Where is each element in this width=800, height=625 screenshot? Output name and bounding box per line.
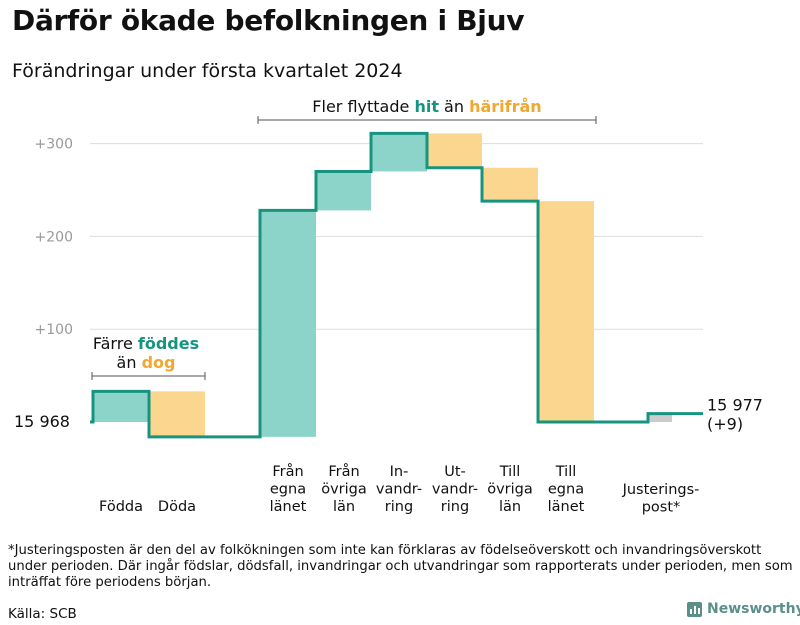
annotation-migration: Fler flyttade hit än härifrån xyxy=(312,97,541,116)
category-label: Från xyxy=(328,463,359,480)
brand-logo[interactable]: Newsworthy xyxy=(687,601,800,617)
category-label: övriga xyxy=(321,482,367,498)
annotation-births: Färre föddes xyxy=(93,334,199,353)
category-label: Justerings- xyxy=(622,482,700,498)
category-label: Från xyxy=(272,463,303,480)
waterfall-bar xyxy=(316,171,371,211)
category-label: län xyxy=(333,499,355,515)
y-tick-label: +300 xyxy=(35,137,73,153)
waterfall-bar xyxy=(427,133,482,168)
category-label: post* xyxy=(642,500,681,516)
waterfall-bar xyxy=(149,391,205,437)
category-label: Ut- xyxy=(444,464,466,480)
category-label: Till xyxy=(555,464,577,480)
y-tick-label: +200 xyxy=(35,229,73,245)
brand-name: Newsworthy xyxy=(707,601,800,617)
category-label: Döda xyxy=(158,499,196,515)
category-label: ring xyxy=(385,499,413,515)
category-label: länet xyxy=(548,499,585,515)
y-tick-label: +100 xyxy=(35,322,73,338)
chart-subtitle: Förändringar under första kvartalet 2024 xyxy=(12,60,403,82)
category-label: vandr- xyxy=(376,482,422,498)
waterfall-bar xyxy=(260,210,316,437)
newsworthy-icon xyxy=(687,601,702,617)
waterfall-bar xyxy=(538,201,594,422)
category-label: ring xyxy=(441,499,469,515)
waterfall-chart: +100 +200 +300 15 968 15 977(+9) Födda Döda Frå… xyxy=(14,97,763,516)
category-label: län xyxy=(499,499,521,515)
category-label: övriga xyxy=(487,482,533,498)
category-label: egna xyxy=(270,482,306,498)
category-label: Till xyxy=(499,464,521,480)
category-label: egna xyxy=(548,482,584,498)
waterfall-bar xyxy=(482,167,538,202)
waterfall-bar xyxy=(93,391,149,422)
category-label: In- xyxy=(390,464,409,480)
waterfall-bar xyxy=(648,413,672,422)
category-label: länet xyxy=(270,499,307,515)
annotation-deaths: än dog xyxy=(117,353,176,372)
level-line xyxy=(90,131,703,439)
footnote: *Justeringsposten är den del av folkökni… xyxy=(8,543,793,590)
waterfall-bar xyxy=(371,133,427,172)
start-value-label: 15 968 xyxy=(14,412,70,431)
source-text: Källa: SCB xyxy=(8,606,77,622)
end-value-label: 15 977 xyxy=(707,396,763,415)
chart-title: Därför ökade befolkningen i Bjuv xyxy=(12,4,525,37)
category-label: vandr- xyxy=(432,482,478,498)
category-label: Födda xyxy=(99,499,143,515)
end-change-label: (+9) xyxy=(707,415,743,434)
